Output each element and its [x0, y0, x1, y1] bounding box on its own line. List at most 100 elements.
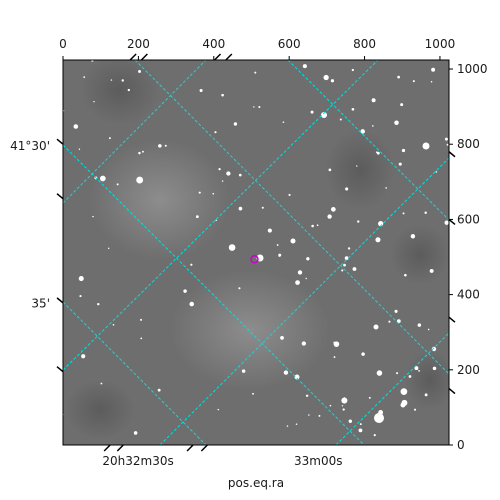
star [110, 79, 113, 81]
star [342, 408, 345, 411]
star [341, 269, 344, 272]
star [310, 110, 314, 114]
star [189, 301, 194, 307]
star [358, 428, 363, 433]
star [228, 244, 236, 251]
star [339, 118, 342, 121]
star [92, 215, 94, 218]
star [226, 171, 231, 176]
grid-line [63, 60, 379, 371]
star [344, 256, 349, 261]
dec-tick-mark [56, 138, 64, 145]
star [138, 151, 141, 155]
star [417, 323, 422, 327]
star [401, 148, 406, 153]
star [295, 423, 298, 425]
star [330, 79, 335, 83]
star [368, 396, 371, 399]
star [333, 341, 340, 347]
star [328, 168, 332, 172]
star [396, 372, 399, 375]
sky-image [63, 60, 449, 445]
grid-line [159, 157, 449, 445]
star [376, 370, 383, 376]
star [190, 263, 193, 266]
star [330, 207, 336, 212]
star [254, 71, 257, 74]
star [427, 328, 430, 331]
star [394, 309, 398, 313]
dec-tick-mark [448, 388, 456, 395]
star [352, 267, 357, 271]
star [158, 144, 162, 148]
star [136, 176, 144, 184]
star [305, 394, 309, 398]
grid-line [63, 144, 365, 445]
x-tick-label: 1000 [425, 37, 456, 51]
star [385, 187, 387, 189]
star [351, 68, 354, 72]
bright-star [400, 402, 406, 408]
star [402, 212, 405, 215]
star [444, 137, 448, 141]
star [112, 324, 115, 326]
star [73, 124, 79, 129]
star [431, 67, 436, 72]
star [341, 397, 348, 404]
star [78, 275, 84, 282]
y-tick-label: 600 [457, 212, 480, 226]
dec-tick-label: 35' [31, 296, 50, 310]
y-tick-label: 1000 [457, 62, 488, 76]
x-tick-label: 200 [127, 37, 150, 51]
star [138, 70, 141, 73]
star [233, 122, 238, 126]
star [83, 76, 86, 78]
axes-frame [62, 59, 450, 446]
star [221, 93, 224, 97]
y-tick-label: 800 [457, 137, 480, 151]
star [280, 335, 284, 340]
star [410, 234, 416, 239]
star [252, 392, 254, 395]
target-marker [250, 255, 259, 264]
star [212, 192, 215, 195]
star [394, 120, 399, 125]
ra-tick-mark [140, 53, 148, 61]
star [133, 431, 138, 435]
star [107, 247, 110, 250]
star [323, 74, 329, 81]
star [311, 224, 314, 228]
grid-line [63, 301, 207, 445]
star [140, 337, 143, 340]
coordinate-grid [63, 60, 449, 445]
star [195, 215, 199, 219]
star [446, 143, 449, 146]
grid-line [335, 332, 449, 445]
star [183, 289, 187, 293]
x-tick-label: 0 [59, 37, 67, 51]
star [424, 211, 427, 214]
star [357, 220, 360, 223]
star [198, 191, 201, 194]
pixel-y-axis-right: 0 200 400 600 800 1000 [449, 62, 488, 452]
bright-star [374, 413, 384, 423]
ra-tick-mark [103, 444, 111, 452]
star [238, 287, 241, 290]
star [327, 214, 332, 219]
bright-star [431, 346, 437, 352]
dec-tick-mark [448, 218, 456, 225]
star [258, 105, 261, 109]
star [116, 183, 119, 186]
star [356, 165, 358, 167]
pixel-x-axis-top: 0 200 400 600 800 1000 [59, 37, 455, 60]
star [308, 414, 310, 416]
star [397, 75, 400, 79]
star [348, 419, 353, 423]
star [333, 356, 336, 358]
star [376, 151, 380, 155]
star [241, 369, 246, 373]
star [283, 370, 289, 375]
star [261, 206, 264, 209]
ra-tick-mark [186, 444, 194, 452]
star [345, 187, 349, 191]
